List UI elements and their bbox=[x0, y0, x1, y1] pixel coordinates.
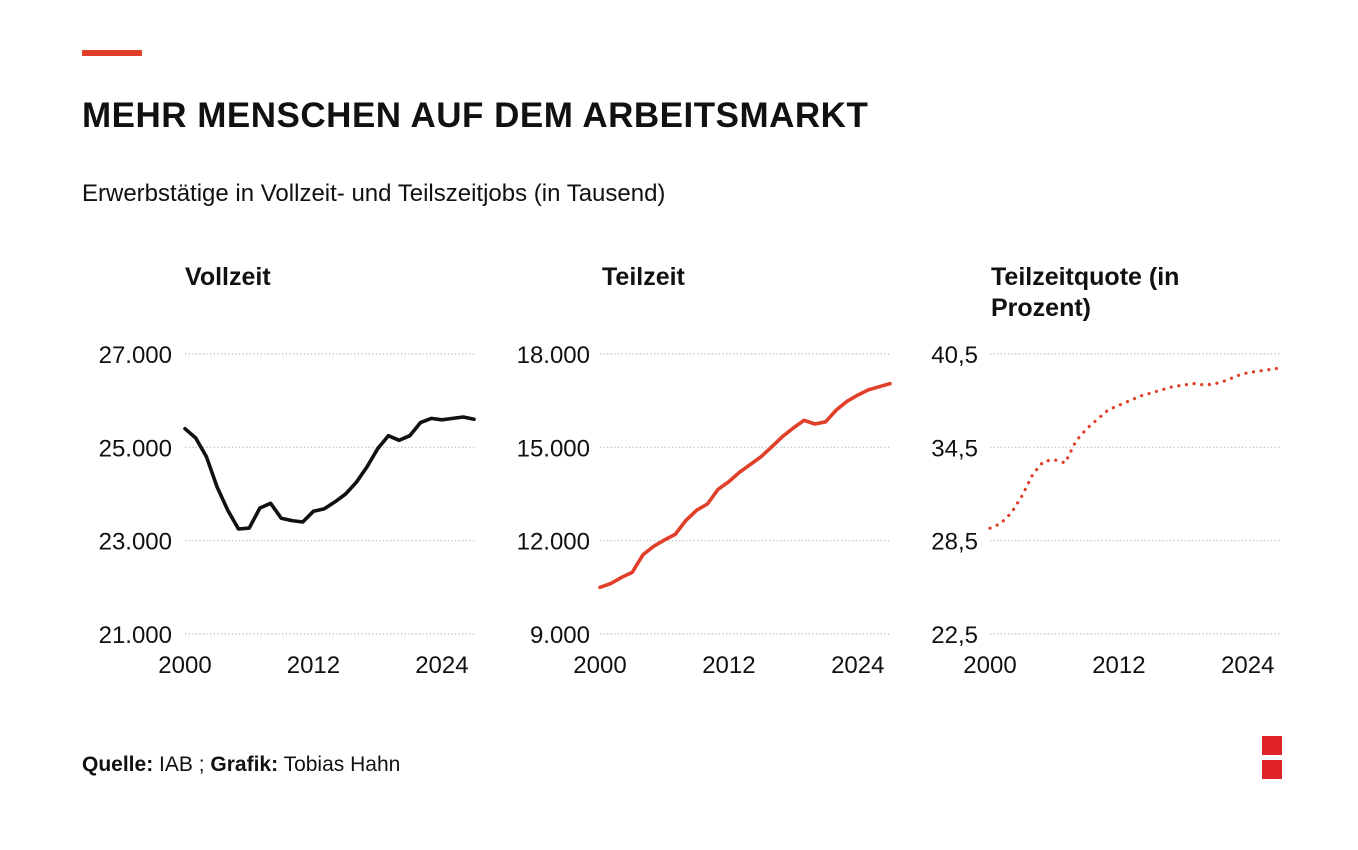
y-tick-label-teilzeitquote-1: 28,5 bbox=[931, 529, 978, 556]
y-tick-label-vollzeit-0: 21.000 bbox=[99, 622, 172, 649]
accent-bar bbox=[82, 50, 142, 56]
y-tick-label-teilzeit-2: 15.000 bbox=[517, 435, 590, 462]
y-tick-label-vollzeit-1: 23.000 bbox=[99, 529, 172, 556]
y-tick-label-vollzeit-2: 25.000 bbox=[99, 435, 172, 462]
y-tick-label-teilzeitquote-0: 22,5 bbox=[931, 622, 978, 649]
y-tick-label-teilzeit-0: 9.000 bbox=[530, 622, 590, 649]
x-tick-label-teilzeitquote-0: 2000 bbox=[963, 652, 1016, 679]
x-tick-label-teilzeitquote-2: 2024 bbox=[1221, 652, 1274, 679]
graphic-value: Tobias Hahn bbox=[283, 753, 401, 776]
logo-block-top bbox=[1262, 736, 1282, 755]
x-tick-label-teilzeit-2: 2024 bbox=[831, 652, 884, 679]
logo-block-bottom bbox=[1262, 760, 1282, 779]
graphic-label: Grafik: bbox=[210, 753, 279, 776]
chart-title-teilzeit: Teilzeit bbox=[602, 263, 685, 291]
x-tick-label-teilzeit-0: 2000 bbox=[573, 652, 626, 679]
y-tick-label-teilzeit-1: 12.000 bbox=[517, 529, 590, 556]
y-tick-label-teilzeitquote-3: 40,5 bbox=[931, 342, 978, 369]
chart-title-vollzeit: Vollzeit bbox=[185, 263, 271, 291]
page-subtitle: Erwerbstätige in Vollzeit- und Teilszeit… bbox=[82, 180, 666, 207]
y-tick-label-teilzeitquote-2: 34,5 bbox=[931, 435, 978, 462]
y-tick-label-vollzeit-3: 27.000 bbox=[99, 342, 172, 369]
series-line-teilzeitquote bbox=[988, 366, 1282, 530]
source-line: Quelle: IAB ; Grafik: Tobias Hahn bbox=[82, 753, 400, 777]
source-value: IAB ; bbox=[159, 753, 205, 776]
x-tick-label-vollzeit-1: 2012 bbox=[287, 652, 340, 679]
series-line-vollzeit bbox=[183, 415, 476, 531]
chart-title-teilzeitquote: Teilzeitquote (in Prozent) bbox=[991, 263, 1180, 322]
x-tick-label-teilzeitquote-1: 2012 bbox=[1092, 652, 1145, 679]
x-tick-label-vollzeit-0: 2000 bbox=[158, 652, 211, 679]
x-tick-label-vollzeit-2: 2024 bbox=[415, 652, 468, 679]
source-label: Quelle: bbox=[82, 753, 154, 776]
page-title: MEHR MENSCHEN AUF DEM ARBEITSMARKT bbox=[82, 96, 869, 135]
series-line-teilzeit bbox=[598, 381, 892, 590]
y-tick-label-teilzeit-3: 18.000 bbox=[517, 342, 590, 369]
x-tick-label-teilzeit-1: 2012 bbox=[702, 652, 755, 679]
